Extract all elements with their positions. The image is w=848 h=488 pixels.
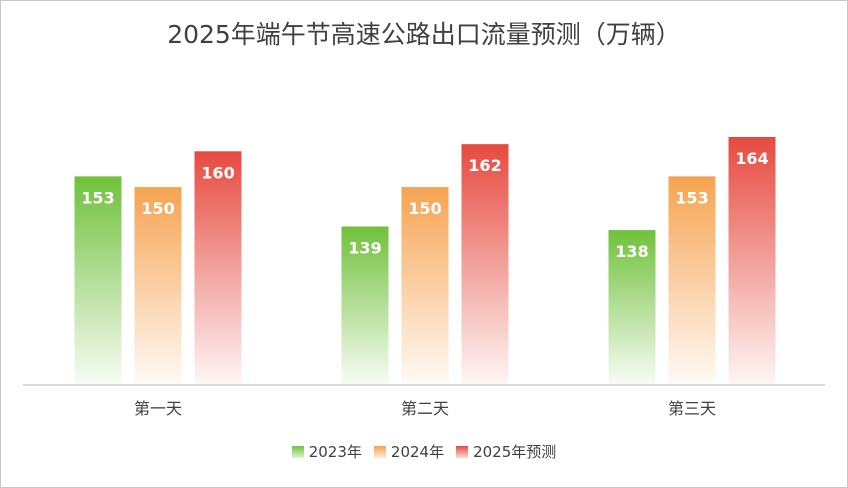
legend-item-2024: 2024年 [373,441,445,462]
bar-2025-forecast-day-1 [194,151,242,384]
bar-2024-day-1 [134,187,182,384]
legend-label-2025-forecast: 2025年预测 [473,443,557,461]
legend-item-2025-forecast: 2025年预测 [456,441,556,462]
legend-swatch-2023 [291,445,304,458]
data-label-2025-forecast-day-1: 160 [201,163,234,182]
data-label-2025-forecast-day-2: 162 [468,156,501,175]
data-label-2025-forecast-day-3: 164 [735,149,768,168]
legend-item-2023: 2023年 [291,441,362,462]
data-label-2023-day-2: 139 [348,238,381,257]
bar-2023-day-1 [74,176,122,384]
chart-title: 2025年端午节高速公路出口流量预测（万辆） [167,20,681,49]
bar-2023-day-2 [341,226,389,384]
data-label-2023-day-3: 138 [615,242,648,261]
legend-label-2023: 2023年 [308,443,362,461]
bar-2025-forecast-day-3 [728,136,776,384]
legend-swatch-2024 [373,445,386,458]
x-tick-label-day-2: 第二天 [401,399,449,418]
data-label-2023-day-1: 153 [81,188,114,207]
data-label-2024-day-2: 150 [408,199,441,218]
bar-2024-day-3 [668,176,716,384]
data-label-2024-day-1: 150 [141,199,174,218]
legend: 2023年 2024年 2025年预测 [1,441,847,462]
legend-label-2024: 2024年 [390,443,445,461]
data-label-2024-day-3: 153 [675,188,708,207]
bar-2023-day-3 [608,230,656,384]
bar-2025-forecast-day-2 [461,144,509,384]
x-tick-label-day-1: 第一天 [134,399,182,418]
legend-swatch-2025-forecast [456,445,469,458]
bar-2024-day-2 [401,187,449,384]
x-tick-label-day-3: 第三天 [668,399,716,418]
